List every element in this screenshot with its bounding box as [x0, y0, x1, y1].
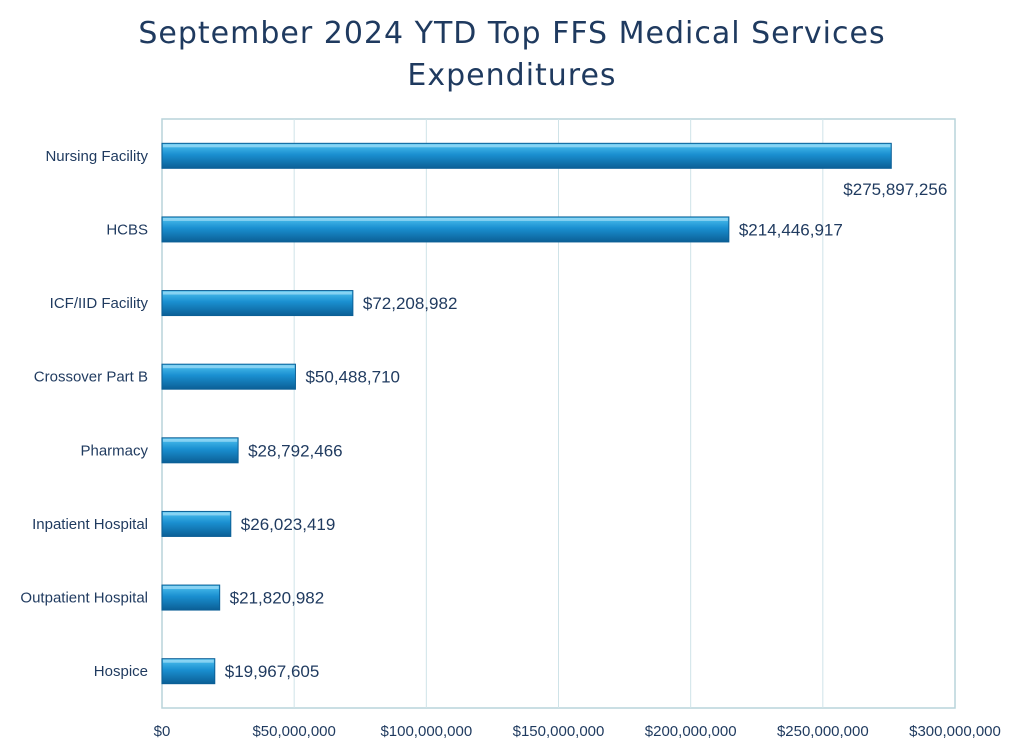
bar-highlight [163, 586, 219, 590]
data-label: $19,967,605 [225, 662, 320, 681]
category-label: Hospice [94, 663, 148, 680]
data-label: $21,820,982 [230, 589, 325, 608]
bars [161, 142, 892, 685]
category-labels: Nursing Facility HCBS ICF/IID Facility Cros… [20, 148, 148, 680]
data-label: $275,897,256 [843, 180, 947, 199]
x-tick-label: $0 [154, 723, 171, 740]
category-label: Outpatient Hospital [20, 590, 148, 607]
chart-title-line-1: September 2024 YTD Top FFS Medical Servi… [138, 16, 886, 51]
x-axis-tick-labels: $0 $50,000,000 $100,000,000 $150,000,000 $20… [154, 723, 1001, 740]
category-label: HCBS [106, 221, 148, 238]
x-tick-label: $50,000,000 [252, 723, 335, 740]
bar-hcbs [161, 216, 730, 243]
gridlines [161, 118, 956, 709]
bar-icf-iid-facility [161, 290, 354, 317]
x-tick-label: $150,000,000 [513, 723, 605, 740]
data-label: $72,208,982 [363, 294, 458, 313]
x-tick-label: $250,000,000 [777, 723, 869, 740]
data-label: $28,792,466 [248, 441, 343, 460]
bar-highlight [163, 144, 891, 148]
data-label: $214,446,917 [739, 220, 843, 239]
chart-title-line-2: Expenditures [407, 58, 617, 93]
category-label: Pharmacy [80, 442, 148, 459]
x-tick-label: $100,000,000 [380, 723, 472, 740]
data-labels: $275,897,256 $214,446,917 $72,208,982 $50,4… [225, 180, 948, 681]
bar-highlight [163, 365, 295, 369]
x-tick-label: $300,000,000 [909, 723, 1001, 740]
bar-nursing-facility [161, 142, 892, 169]
bar-outpatient-hospital [161, 584, 221, 611]
bar-pharmacy [161, 437, 239, 464]
bar-highlight [163, 659, 214, 663]
category-label: Inpatient Hospital [32, 516, 148, 533]
bar-highlight [163, 217, 728, 221]
category-label: Nursing Facility [45, 148, 148, 165]
bar-highlight [163, 438, 238, 442]
x-tick-label: $200,000,000 [645, 723, 737, 740]
bar-highlight [163, 512, 230, 516]
category-label: ICF/IID Facility [50, 295, 149, 312]
category-label: Crossover Part B [34, 369, 148, 386]
bar-inpatient-hospital [161, 510, 232, 537]
bar-hospice [161, 658, 216, 685]
data-label: $50,488,710 [305, 368, 400, 387]
bar-highlight [163, 291, 352, 295]
data-label: $26,023,419 [241, 515, 336, 534]
bar-crossover-part-b [161, 363, 296, 390]
